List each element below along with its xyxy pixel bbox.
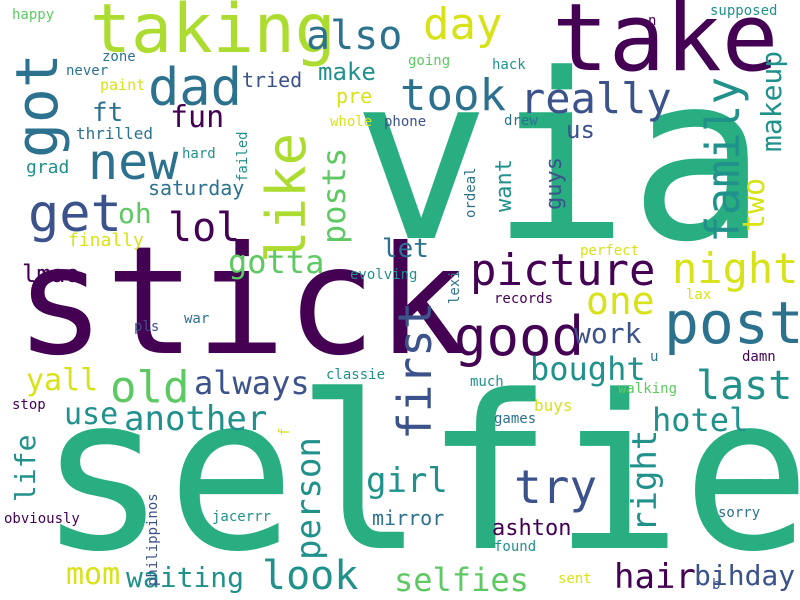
word-want: want — [492, 159, 517, 212]
word-hotel: hotel — [652, 401, 749, 439]
word-ashton: ashton — [492, 516, 572, 541]
word-paint: paint — [100, 76, 146, 94]
word-damn: damn — [742, 349, 776, 365]
word-ft: ft — [92, 98, 124, 128]
word-going: going — [408, 53, 451, 69]
word-selfies: selfies — [394, 561, 529, 599]
word-sent: sent — [558, 571, 592, 587]
word-lexi: lexi — [447, 270, 463, 304]
word-another: another — [124, 399, 268, 439]
word-took: took — [400, 70, 506, 121]
word-work: work — [574, 317, 642, 350]
word-stop: stop — [12, 397, 46, 413]
word-girl: girl — [366, 461, 448, 501]
word-phone: phone — [384, 114, 427, 130]
word-perfect: perfect — [580, 243, 640, 259]
word-philippinos: philippinos — [145, 493, 161, 586]
word-walking: walking — [618, 381, 678, 397]
word-found: found — [494, 539, 537, 555]
word-last: last — [696, 363, 793, 409]
word-selfie: selfie — [38, 350, 800, 599]
word-ordeal: ordeal — [463, 167, 479, 218]
word-hack: hack — [492, 57, 526, 73]
word-finally: finally — [68, 230, 144, 251]
word-life: life — [9, 434, 42, 502]
word-thrilled: thrilled — [76, 124, 154, 143]
word-bihday: bihday — [694, 559, 796, 592]
word-jacerrr: jacerrr — [212, 509, 272, 525]
word-taking: taking — [90, 0, 336, 69]
word-mirror: mirror — [372, 506, 445, 530]
word-one: one — [586, 279, 655, 323]
word-stick: stick — [15, 215, 467, 389]
word-buys: buys — [534, 396, 573, 415]
word-old: old — [110, 362, 190, 413]
word-oh: oh — [118, 197, 152, 230]
word-lol: lol — [168, 205, 241, 251]
word-guys: guys — [542, 157, 567, 210]
word-saturday: saturday — [148, 176, 245, 200]
word-person: person — [289, 437, 329, 560]
word-make: make — [318, 58, 376, 86]
word-also: also — [306, 13, 403, 59]
word-new: new — [88, 133, 179, 191]
word-fun: fun — [170, 100, 225, 135]
word-whole: whole — [330, 114, 373, 130]
word-two: two — [737, 177, 772, 232]
word-zone: zone — [102, 49, 136, 65]
word-u: u — [650, 349, 659, 365]
word-n: n — [648, 13, 657, 29]
word-night: night — [672, 244, 799, 293]
word-yall: yall — [26, 363, 99, 398]
word-good: good — [454, 305, 585, 368]
word-right: right — [625, 429, 665, 532]
word-dad: dad — [148, 58, 242, 118]
word-really: really — [520, 74, 672, 123]
word-f: f — [277, 427, 293, 436]
word-hard: hard — [182, 146, 216, 162]
word-pls: pls — [134, 319, 160, 335]
word-happy: happy — [12, 7, 55, 23]
word-use: use — [64, 397, 119, 432]
word-always: always — [194, 364, 310, 402]
word-failed: failed — [235, 131, 251, 182]
word-take: take — [552, 0, 779, 93]
word-look: look — [262, 553, 359, 599]
word-hair: hair — [614, 557, 696, 597]
word-post: post — [664, 289, 800, 357]
word-posts: posts — [315, 147, 353, 244]
word-got: got — [3, 53, 71, 158]
word-supposed: supposed — [710, 3, 778, 19]
word-via: via — [352, 26, 768, 293]
word-obviously: obviously — [4, 511, 80, 527]
word-games: games — [494, 411, 537, 427]
word-us: us — [566, 116, 595, 144]
word-never: never — [66, 63, 109, 79]
word-bought: bought — [530, 350, 646, 388]
word-mom: mom — [66, 557, 121, 592]
word-classie: classie — [326, 367, 386, 383]
word-gotta: gotta — [228, 243, 325, 281]
word-tried: tried — [242, 68, 303, 92]
word-drew: drew — [504, 113, 538, 129]
word-waiting: waiting — [126, 561, 245, 594]
word-picture: picture — [470, 245, 656, 296]
word-much: much — [470, 374, 504, 390]
word-try: try — [514, 460, 598, 514]
word-sorry: sorry — [718, 505, 761, 521]
word-evolving: evolving — [350, 267, 418, 283]
word-lmao: lmao — [22, 260, 80, 288]
word-b: b — [712, 577, 721, 593]
word-lax: lax — [686, 287, 712, 303]
word-get: get — [28, 184, 122, 244]
word-day: day — [423, 0, 503, 50]
word-grad: grad — [26, 157, 70, 178]
word-first: first — [388, 301, 442, 440]
word-pre: pre — [336, 84, 373, 108]
word-let: let — [382, 234, 429, 264]
word-makeup: makeup — [755, 50, 788, 152]
word-war: war — [184, 311, 210, 327]
word-records: records — [494, 291, 554, 307]
